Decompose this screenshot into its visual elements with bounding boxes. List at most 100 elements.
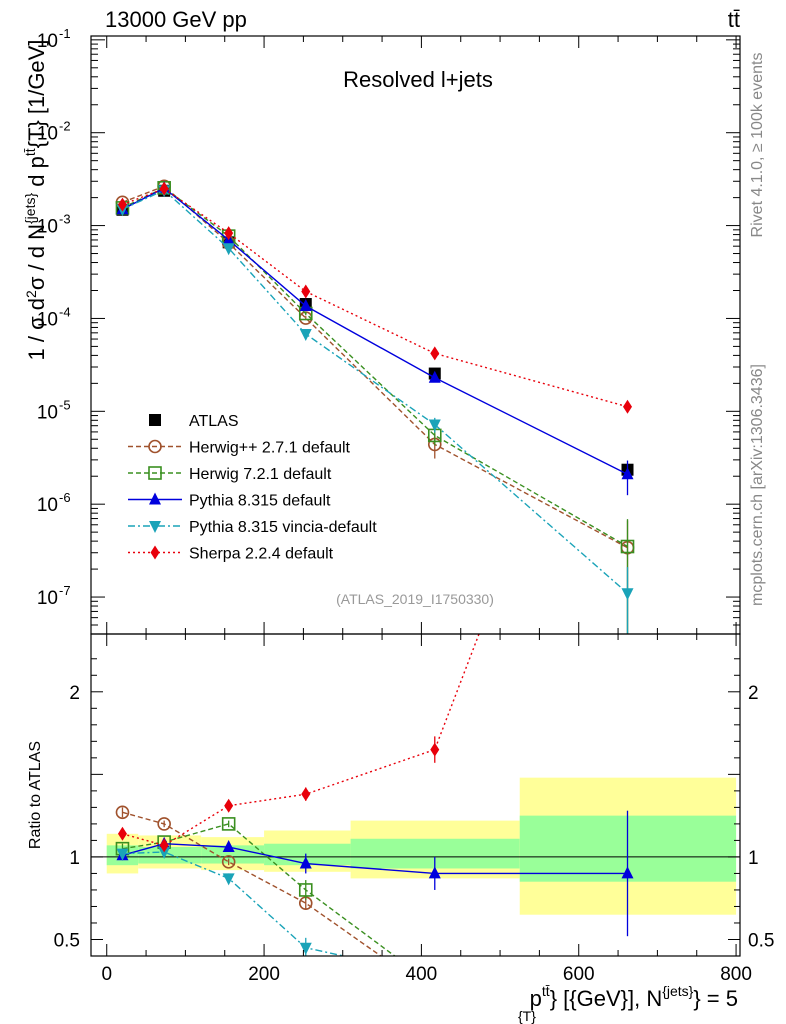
main-panel-frame bbox=[90, 35, 741, 635]
ratio-line-sherpa-2-2-4-default bbox=[122, 634, 480, 847]
ratio-point bbox=[428, 866, 441, 879]
y-tick-exponent: -7 bbox=[59, 583, 71, 598]
legend-label: Pythia 8.315 default bbox=[189, 493, 331, 510]
data-point bbox=[621, 588, 634, 601]
x-label-sup-tt: tt̄ bbox=[542, 983, 550, 999]
legend-entry-pythia-8-315-default: Pythia 8.315 default bbox=[128, 492, 331, 510]
y-tick-exponent: -5 bbox=[59, 397, 71, 412]
y-tick-label: 10 bbox=[37, 588, 58, 609]
ratio-line-pythia-8-315-default bbox=[122, 843, 628, 875]
legend-marker bbox=[148, 439, 162, 454]
legend-marker bbox=[149, 414, 161, 426]
ratio-line-herwig-2-7-1-default bbox=[122, 811, 383, 956]
legend-entry-atlas: ATLAS bbox=[149, 413, 239, 430]
mcplots-label: mcplots.cern.ch [arXiv:1306.3436] bbox=[749, 364, 766, 606]
ratio-panel-frame bbox=[90, 633, 741, 957]
y-tick-label: 10 bbox=[37, 495, 58, 516]
main-panel-series bbox=[115, 179, 635, 634]
y-label-part-3: d p bbox=[24, 156, 49, 193]
x-label-p: p bbox=[530, 986, 542, 1011]
ratio-point bbox=[157, 817, 171, 831]
y-tick-label: 10 bbox=[37, 217, 58, 238]
ratio-panel-series bbox=[115, 239, 634, 1000]
ratio-point bbox=[221, 817, 236, 831]
process-label: 13000 GeV pp bbox=[105, 7, 247, 32]
ratio-point bbox=[221, 855, 236, 869]
x-label-sub-t: {T} bbox=[518, 1008, 536, 1024]
x-label-end: } = 5 bbox=[693, 986, 738, 1011]
plot-title: Resolved l+jets bbox=[343, 67, 493, 92]
ratio-point bbox=[115, 805, 130, 820]
y-tick-exponent: -2 bbox=[59, 119, 71, 134]
series-line-pythia-8-315-vincia-default bbox=[122, 189, 628, 594]
ratio-point bbox=[429, 988, 441, 1000]
data-point bbox=[222, 243, 235, 256]
legend-marker bbox=[150, 545, 160, 560]
legend-marker bbox=[149, 492, 161, 505]
legend-label: Sherpa 2.2.4 default bbox=[189, 546, 334, 563]
legend-label: Herwig 7.2.1 default bbox=[189, 466, 332, 483]
x-axis-label: ptt̄} [{GeV}], N{jets}} = 5 {T} bbox=[518, 983, 738, 1024]
series-line-herwig-7-2-1-default bbox=[122, 187, 628, 548]
ratio-y-tick-label: 0.5 bbox=[54, 930, 80, 951]
y-label-part-2: σ / d N bbox=[24, 224, 49, 290]
data-point bbox=[299, 299, 312, 312]
legend-entry-pythia-8-315-vincia-default: Pythia 8.315 vincia-default bbox=[128, 519, 377, 536]
legend-entry-sherpa-2-2-4-default: Sherpa 2.2.4 default bbox=[128, 545, 334, 563]
ratio-point bbox=[621, 866, 634, 879]
legend: ATLAS Herwig++ 2.7.1 default Herwig 7.2.1 … bbox=[128, 413, 377, 563]
x-tick-label: 0 bbox=[101, 964, 112, 985]
ratio-point bbox=[159, 838, 169, 853]
y-label-part-1: 1 / σ d bbox=[24, 298, 49, 361]
series-line-pythia-8-315-default bbox=[122, 187, 628, 475]
x-tick-label: 400 bbox=[406, 964, 438, 985]
ratio-point bbox=[301, 787, 311, 802]
legend-entry-herwig-7-2-1-default: Herwig 7.2.1 default bbox=[128, 466, 332, 483]
ratio-point bbox=[299, 856, 312, 869]
legend-marker bbox=[149, 521, 161, 533]
ratio-y-tick-label: 1 bbox=[69, 848, 80, 869]
ratio-point bbox=[623, 239, 632, 253]
data-point bbox=[621, 467, 634, 480]
ratio-series-pythia-8-315-vincia-default bbox=[116, 846, 347, 956]
x-tick-label: 800 bbox=[720, 964, 752, 985]
y-tick-exponent: -6 bbox=[59, 490, 71, 505]
series-line-sherpa-2-2-4-default bbox=[122, 187, 628, 408]
ratio-point bbox=[430, 742, 440, 757]
data-point bbox=[301, 284, 311, 299]
x-tick-label: 600 bbox=[563, 964, 595, 985]
y-tick-label: 10 bbox=[37, 31, 58, 52]
ratio-point bbox=[222, 873, 235, 886]
series-line-herwig-2-7-1-default bbox=[122, 185, 628, 549]
y-label-part-4: {T} [1/GeV] bbox=[24, 40, 49, 149]
x-tick-label: 200 bbox=[248, 964, 280, 985]
y-label-sup-jets: {jets} bbox=[22, 193, 38, 224]
data-point bbox=[117, 197, 127, 212]
ratio-y-tick-label-right: 2 bbox=[748, 683, 759, 704]
ratio-point bbox=[224, 798, 234, 813]
ratio-point bbox=[117, 826, 127, 841]
y-tick-exponent: -4 bbox=[59, 304, 71, 319]
ratio-y-tick-label: 2 bbox=[69, 683, 80, 704]
y-tick-exponent: -3 bbox=[59, 212, 71, 227]
ratio-line-pythia-8-315-vincia-default bbox=[122, 851, 347, 956]
series-sherpa-2-2-4-default bbox=[117, 181, 633, 414]
legend-label: ATLAS bbox=[189, 413, 239, 430]
main-y-axis-label-text: 1 / σ d2σ / d N{jets} d ptt̄{T} [1/GeV] bbox=[22, 40, 49, 361]
data-point bbox=[428, 419, 441, 432]
ratio-point bbox=[158, 846, 171, 859]
y-tick-label: 10 bbox=[37, 309, 58, 330]
y-tick-label: 10 bbox=[37, 124, 58, 145]
legend-entry-herwig-2-7-1-default: Herwig++ 2.7.1 default bbox=[128, 440, 351, 457]
data-point bbox=[430, 346, 440, 361]
data-point bbox=[623, 399, 633, 414]
ratio-point bbox=[116, 848, 129, 861]
x-axis-label-text: ptt̄} [{GeV}], N{jets}} = 5 bbox=[530, 983, 738, 1011]
ratio-band-green-1 bbox=[138, 847, 202, 864]
data-point bbox=[299, 328, 312, 341]
ratio-point bbox=[222, 840, 235, 853]
data-point bbox=[224, 226, 234, 241]
x-label-sup-jets: {jets} bbox=[662, 983, 693, 999]
